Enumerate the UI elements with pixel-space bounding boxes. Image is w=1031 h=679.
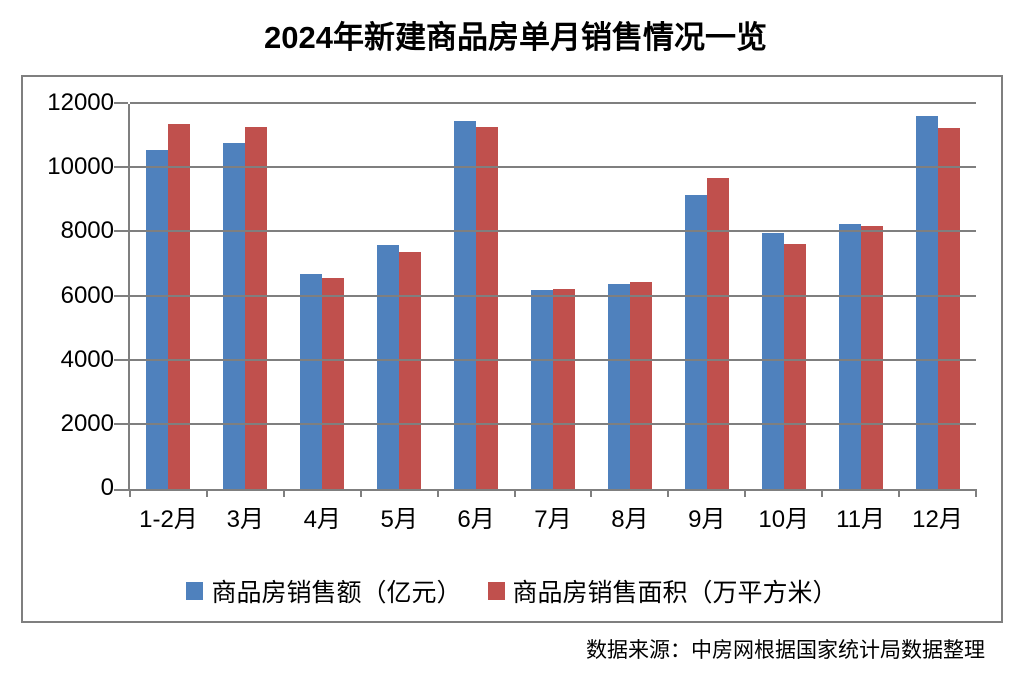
x-axis-label-4月: 4月 <box>303 506 341 533</box>
bar-商品房销售额（亿元）-10月 <box>761 233 784 489</box>
x-axis-tick-2 <box>282 489 285 497</box>
bar-商品房销售额（亿元）-1-2月 <box>146 150 169 489</box>
bar-商品房销售额（亿元）-6月 <box>454 121 477 489</box>
y-axis-tick-12000 <box>114 102 128 104</box>
y-axis-tick-10000 <box>114 166 128 169</box>
gridline-10000 <box>130 166 976 169</box>
x-axis-label-9月: 9月 <box>688 506 726 533</box>
legend: 商品房销售额（亿元） 商品房销售面积（万平方米） <box>23 573 1001 609</box>
bar-商品房销售面积（万平方米）-3月 <box>245 126 268 489</box>
category-slot-9月 <box>668 104 745 489</box>
category-slot-4月 <box>284 104 361 489</box>
y-axis-tick-6000 <box>114 294 128 297</box>
y-axis-label-0: 0 <box>100 474 114 501</box>
y-axis-tick-2000 <box>114 422 128 425</box>
y-axis-tick-0 <box>114 489 128 491</box>
x-axis-tick-5 <box>513 489 516 497</box>
legend-swatch-icon <box>186 582 204 600</box>
category-slot-7月 <box>515 104 592 489</box>
legend-label: 商品房销售额（亿元） <box>211 580 462 607</box>
x-axis-label-7月: 7月 <box>534 506 572 533</box>
bar-商品房销售额（亿元）-3月 <box>223 142 246 489</box>
category-slot-8月 <box>591 104 668 489</box>
x-axis-tick-3 <box>359 489 362 497</box>
bar-商品房销售额（亿元）-9月 <box>684 195 707 489</box>
bar-商品房销售额（亿元）-8月 <box>607 283 630 489</box>
chart-title: 2024年新建商品房单月销售情况一览 <box>264 20 767 55</box>
bar-商品房销售面积（万平方米）-1-2月 <box>168 124 191 489</box>
category-slot-5月 <box>361 104 438 489</box>
x-axis-label-3月: 3月 <box>226 506 265 533</box>
x-axis-tick-10 <box>898 489 901 497</box>
gridline-2000 <box>130 422 976 425</box>
bar-商品房销售面积（万平方米）-12月 <box>937 127 960 489</box>
gridline-4000 <box>130 358 976 361</box>
y-axis-label-8000: 8000 <box>60 217 114 245</box>
x-axis-label-5月: 5月 <box>380 506 418 533</box>
gridline-8000 <box>130 230 976 233</box>
x-axis-tick-7 <box>667 489 670 497</box>
category-slot-3月 <box>207 104 284 489</box>
y-axis-label-4000: 4000 <box>60 345 114 373</box>
bar-商品房销售面积（万平方米）-8月 <box>629 281 652 489</box>
bar-商品房销售面积（万平方米）-7月 <box>552 289 575 489</box>
bars-container <box>130 104 976 489</box>
bar-商品房销售面积（万平方米）-11月 <box>860 226 883 489</box>
chart-frame: 0 2000 4000 6000 8000 10000 12000 1-2月 3月 4月 5月 6月 7… <box>21 75 1003 623</box>
bar-商品房销售额（亿元）-7月 <box>530 290 553 489</box>
x-axis-label-12月: 12月 <box>912 506 963 533</box>
x-axis-label-10月: 10月 <box>758 506 810 533</box>
x-axis-tick-9 <box>821 489 824 497</box>
y-axis-label-6000: 6000 <box>60 281 114 309</box>
gridline-6000 <box>130 294 976 297</box>
x-axis-label-8月: 8月 <box>611 506 649 533</box>
legend-swatch-icon <box>487 582 505 600</box>
y-axis-label-12000: 12000 <box>47 89 114 116</box>
y-axis-label-10000: 10000 <box>47 153 114 181</box>
x-axis-label-11月: 11月 <box>836 506 886 533</box>
x-axis-tick-6 <box>590 489 593 497</box>
bar-商品房销售面积（万平方米）-4月 <box>322 277 345 489</box>
bar-商品房销售面积（万平方米）-5月 <box>399 251 422 489</box>
x-axis-tick-4 <box>436 489 439 497</box>
bar-商品房销售面积（万平方米）-10月 <box>783 243 806 489</box>
x-axis-tick-0 <box>129 489 131 497</box>
bar-商品房销售面积（万平方米）-6月 <box>476 127 499 489</box>
y-axis-tick-4000 <box>114 358 128 361</box>
bar-商品房销售面积（万平方米）-9月 <box>706 178 729 489</box>
category-slot-6月 <box>438 104 515 489</box>
data-source: 数据来源：中房网根据国家统计局数据整理 <box>586 639 985 662</box>
bar-商品房销售额（亿元）-12月 <box>915 116 938 489</box>
x-axis-tick-1 <box>205 489 208 497</box>
x-axis-labels: 1-2月 3月 4月 5月 6月 7月 8月 9月 10月 11月 12月 <box>130 499 976 534</box>
bar-商品房销售额（亿元）-4月 <box>300 273 323 489</box>
legend-label: 商品房销售面积（万平方米） <box>512 580 838 607</box>
plot-area: 0 2000 4000 6000 8000 10000 12000 1-2月 3月 4月 5月 6月 7… <box>47 90 977 533</box>
x-axis-tick-11 <box>975 489 977 497</box>
x-axis-label-6月: 6月 <box>457 506 495 533</box>
category-slot-10月 <box>745 104 822 489</box>
gridline-12000 <box>130 102 976 104</box>
legend-item-1: 商品房销售面积（万平方米） <box>487 573 838 609</box>
bar-商品房销售额（亿元）-5月 <box>377 245 400 489</box>
y-axis-tick-8000 <box>114 230 128 233</box>
category-slot-1-2月 <box>130 104 207 489</box>
x-axis-tick-8 <box>744 489 747 497</box>
y-axis-label-2000: 2000 <box>60 409 114 437</box>
bar-商品房销售额（亿元）-11月 <box>838 223 861 489</box>
x-axis-label-1-2月: 1-2月 <box>139 506 198 533</box>
category-slot-11月 <box>822 104 899 489</box>
legend-item-0: 商品房销售额（亿元） <box>186 573 462 609</box>
category-slot-12月 <box>899 104 976 489</box>
